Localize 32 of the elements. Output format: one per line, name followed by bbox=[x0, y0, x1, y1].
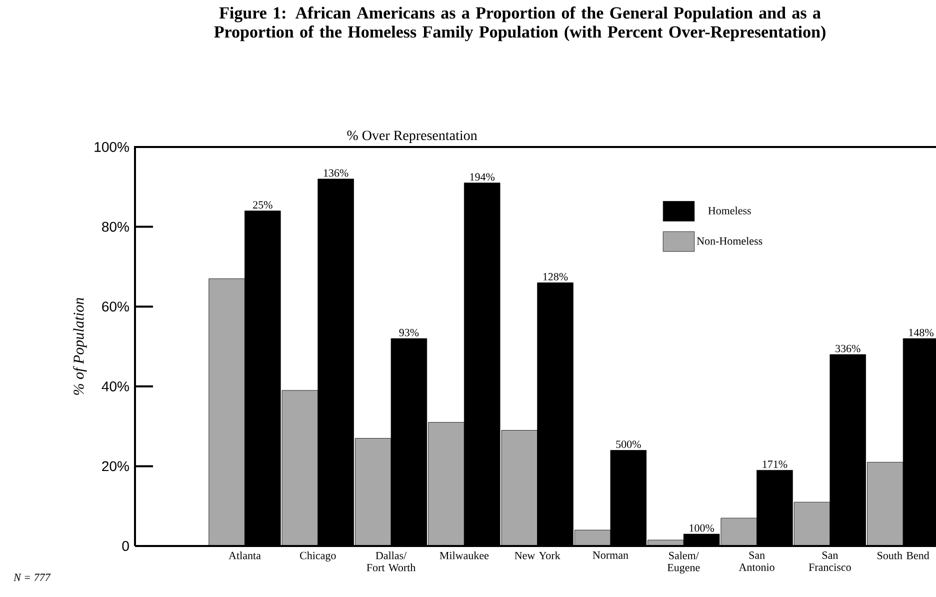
y-tick-label: 60% bbox=[102, 302, 129, 312]
x-tick-label: San Francisco bbox=[808, 552, 851, 571]
x-tick-label: Chicago bbox=[300, 552, 336, 562]
annotation: 136% bbox=[324, 169, 348, 177]
y-tick-label: 40% bbox=[102, 381, 129, 392]
legend-label: Non-Homeless bbox=[696, 236, 762, 245]
x-tick-label: New York bbox=[514, 552, 560, 560]
text: N = 777 bbox=[13, 574, 51, 581]
legend-label: Homeless bbox=[708, 206, 751, 214]
x-tick-label: Salem/ Eugene bbox=[667, 552, 700, 574]
annotation: 500% bbox=[616, 440, 641, 448]
annotation: 336% bbox=[836, 344, 860, 352]
y-tick-label: 0 bbox=[122, 541, 129, 551]
y-tick-label: 100% bbox=[94, 142, 129, 152]
chart-subtitle: % Over Representation bbox=[347, 130, 478, 143]
y-axis-title: % of Population bbox=[73, 298, 87, 395]
annotation: 93% bbox=[399, 328, 419, 336]
annotation: 194% bbox=[470, 173, 495, 181]
x-tick-label: Norman bbox=[592, 552, 628, 559]
annotation: 100% bbox=[690, 524, 714, 532]
x-tick-label: San Antonio bbox=[738, 552, 774, 571]
chart-title: Figure 1: African Americans as a Proportion of the General Population and as a Proportion of the Homeless Family Population (with Percent Over-Representation) bbox=[214, 6, 826, 42]
annotation: 25% bbox=[253, 201, 272, 209]
x-tick-label: Atlanta bbox=[228, 552, 261, 560]
y-tick-label: 80% bbox=[102, 222, 129, 232]
y-tick-label: 20% bbox=[102, 461, 129, 472]
x-tick-label: South Bend bbox=[878, 552, 930, 560]
x-tick-label: Dallas/ Fort Worth bbox=[366, 552, 416, 572]
annotation: 171% bbox=[762, 460, 788, 468]
x-tick-label: Milwaukee bbox=[440, 552, 489, 560]
annotation: 128% bbox=[543, 273, 568, 280]
annotation: 148% bbox=[909, 328, 934, 336]
